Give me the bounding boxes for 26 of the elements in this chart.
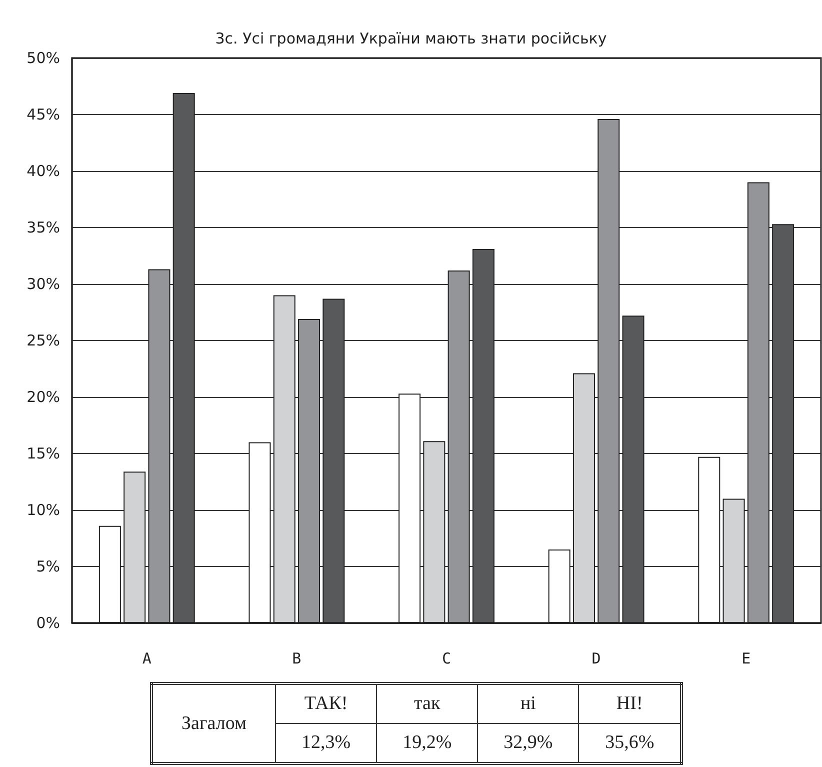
y-tick-label: 0% (36, 614, 60, 632)
y-tick-label: 50% (26, 49, 60, 67)
text: ні (478, 684, 579, 724)
y-tick-label: 25% (26, 332, 60, 350)
y-tick-label: 20% (26, 388, 60, 406)
x-tick-label: A (142, 650, 152, 668)
text: 12,3% (276, 724, 377, 764)
text: 19,2% (376, 724, 478, 764)
x-tick-label: E (742, 650, 751, 668)
y-tick-label: 35% (26, 218, 60, 236)
text: НІ! (578, 684, 682, 724)
text: 35,6% (578, 724, 682, 764)
x-tick-label: C (442, 650, 452, 668)
y-tick-label: 5% (36, 558, 60, 576)
y-tick-label: 15% (26, 444, 60, 462)
text: так (376, 684, 478, 724)
x-tick-label: D (592, 650, 601, 668)
text: Загалом (152, 684, 276, 764)
y-tick-label: 40% (26, 162, 60, 180)
y-tick-label: 10% (26, 501, 60, 519)
chart-title: 3с. Усі громадяни України мають знати російську (215, 30, 607, 48)
text: ТАК! (276, 684, 377, 724)
x-tick-label: B (292, 650, 302, 668)
y-tick-label: 45% (26, 106, 60, 124)
y-tick-label: 30% (26, 275, 60, 293)
text: 32,9% (478, 724, 579, 764)
